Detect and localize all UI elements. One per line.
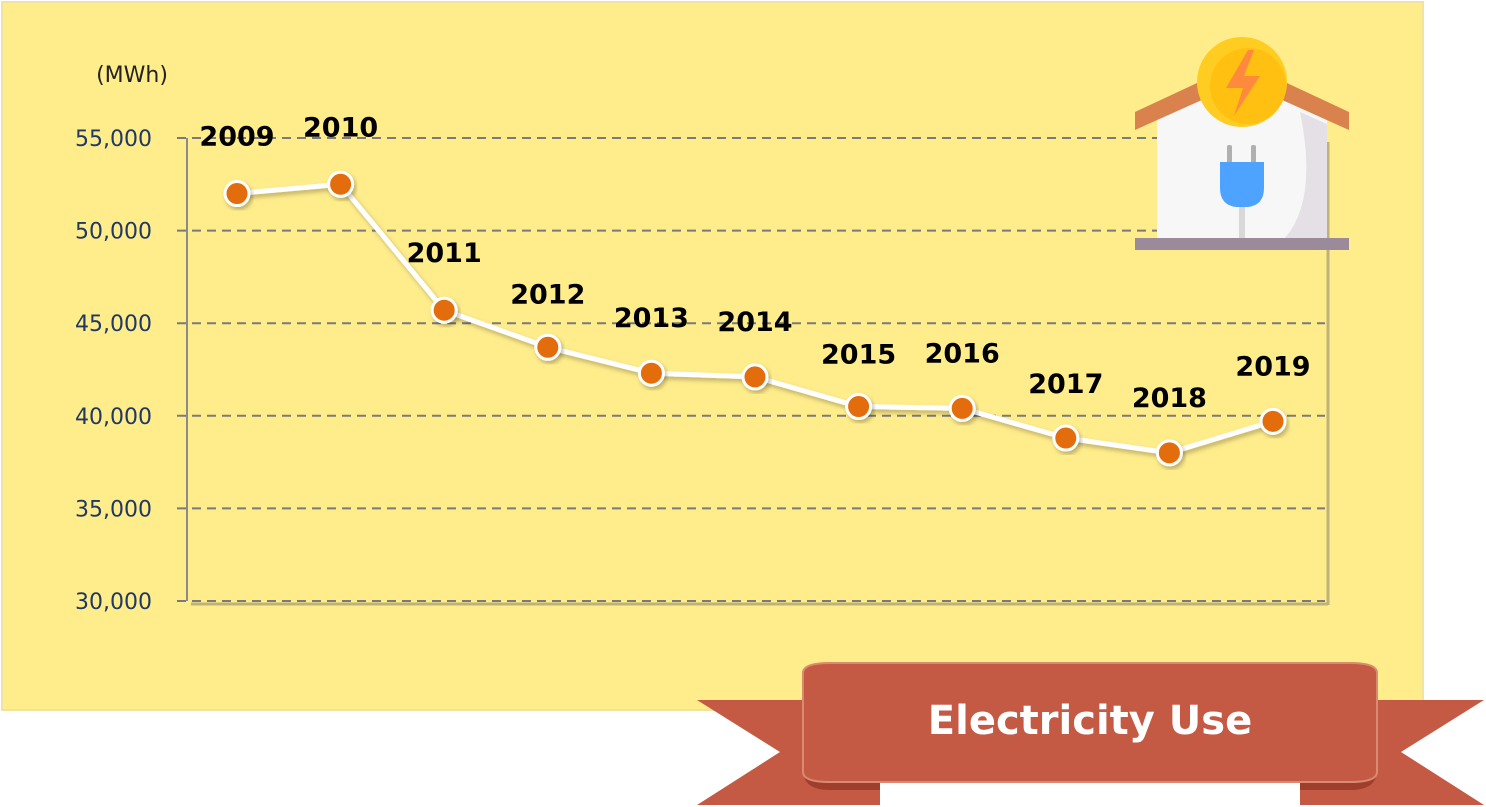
year-label: 2019	[1235, 351, 1310, 382]
year-labels: 2009 2010 2011 2012 2013 2014 2015 2016 2017 2018…	[199, 112, 1310, 414]
year-label: 2014	[717, 307, 792, 338]
data-point	[1259, 407, 1287, 435]
y-unit-label: (MWh)	[96, 63, 168, 88]
data-point	[741, 363, 769, 391]
data-point	[1155, 439, 1183, 467]
data-points	[223, 170, 1287, 467]
house-icon	[1135, 37, 1349, 250]
data-point	[948, 394, 976, 422]
data-point	[327, 170, 355, 198]
y-tick-label: 50,000	[75, 220, 152, 245]
gridlines	[177, 137, 1325, 602]
y-tick-label: 55,000	[75, 127, 152, 152]
year-label: 2017	[1028, 369, 1103, 400]
y-axis: 30,000 35,000 40,000 45,000 50,000 55,000	[75, 127, 1330, 615]
data-point	[534, 333, 562, 361]
year-label: 2011	[407, 238, 482, 269]
year-label: 2015	[821, 340, 896, 371]
y-tick-label: 35,000	[75, 497, 152, 522]
year-label: 2012	[510, 279, 585, 310]
year-label: 2010	[303, 112, 378, 143]
y-tick-label: 45,000	[75, 312, 152, 337]
y-tick-label: 30,000	[75, 590, 152, 615]
data-point	[223, 180, 251, 208]
lightning-bolt-icon	[1197, 37, 1287, 127]
year-label: 2018	[1132, 383, 1207, 414]
year-label: 2016	[925, 338, 1000, 369]
year-label: 2009	[199, 122, 274, 153]
power-plug-icon	[1220, 145, 1264, 238]
data-point	[430, 296, 458, 324]
data-point	[637, 359, 665, 387]
year-label: 2013	[614, 303, 689, 334]
chart-title: Electricity Use	[928, 698, 1252, 744]
data-point	[1052, 424, 1080, 452]
data-point	[845, 393, 873, 421]
y-tick-label: 40,000	[75, 405, 152, 430]
title-banner: Electricity Use	[697, 662, 1484, 805]
